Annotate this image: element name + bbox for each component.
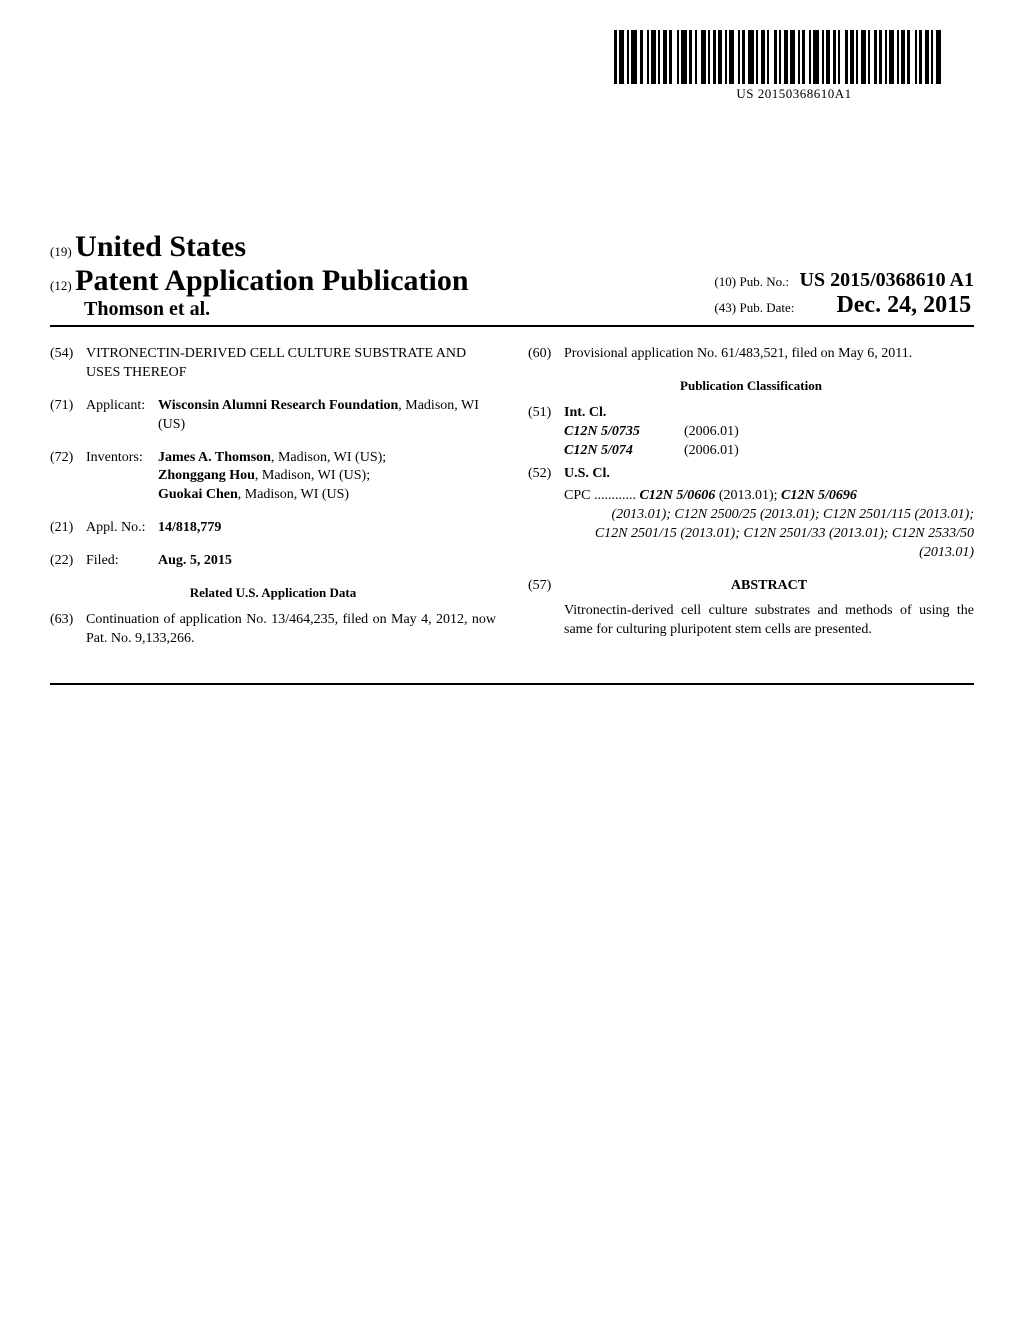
field-71-num: (71) — [50, 397, 86, 435]
field-63-text: Continuation of application No. 13/464,2… — [86, 611, 496, 649]
inventor-3-name: Guokai Chen — [158, 487, 238, 502]
barcode-text: US 20150368610A1 — [614, 86, 974, 102]
field-60-num: (60) — [528, 345, 564, 364]
left-column: (54) VITRONECTIN-DERIVED CELL CULTURE SU… — [50, 345, 496, 663]
pubdate-label: Pub. Date: — [740, 300, 795, 315]
ipc-date-0: (2006.01) — [684, 423, 739, 442]
field-52-num: (52) — [528, 465, 564, 484]
field-57: (57) ABSTRACT — [528, 577, 974, 596]
ipc-code-0: C12N 5/0735 — [564, 423, 684, 442]
cpc-bold-1: C12N 5/0606 — [639, 488, 715, 503]
field-21-label: Appl. No.: — [86, 519, 158, 538]
field-51: (51) Int. Cl. C12N 5/0735 (2006.01) C12N… — [528, 404, 974, 461]
ipc-date-1: (2006.01) — [684, 442, 739, 461]
field-71-body: Wisconsin Alumni Research Foundation, Ma… — [158, 397, 496, 435]
pubdate: Dec. 24, 2015 — [836, 292, 971, 318]
inventor-3-loc: , Madison, WI (US) — [238, 487, 349, 502]
abstract-text: Vitronectin-derived cell culture substra… — [564, 602, 974, 640]
pubno-label: Pub. No.: — [740, 274, 789, 289]
field-63: (63) Continuation of application No. 13/… — [50, 611, 496, 649]
prefix-10: (10) — [714, 274, 736, 289]
header-right: (10) Pub. No.: US 2015/0368610 A1 (43) P… — [714, 269, 974, 321]
prefix-43: (43) — [714, 300, 736, 315]
field-60: (60) Provisional application No. 61/483,… — [528, 345, 974, 364]
cpc-lead: CPC ............ — [564, 488, 636, 503]
cpc-tail: (2013.01); C12N 2500/25 (2013.01); C12N … — [592, 506, 974, 563]
field-22: (22) Filed: Aug. 5, 2015 — [50, 552, 496, 571]
header-block: (19) United States (12) Patent Applicati… — [50, 230, 974, 327]
field-52-label: U.S. Cl. — [564, 465, 974, 484]
columns: (54) VITRONECTIN-DERIVED CELL CULTURE SU… — [50, 345, 974, 685]
cpc-tail-text: (2013.01); C12N 2500/25 (2013.01); C12N … — [595, 507, 974, 560]
field-71-label: Applicant: — [86, 397, 158, 435]
field-72-body: James A. Thomson, Madison, WI (US); Zhon… — [158, 449, 496, 506]
field-21-num: (21) — [50, 519, 86, 538]
filed-date: Aug. 5, 2015 — [158, 552, 496, 571]
barcode-block: US 20150368610A1 — [614, 30, 974, 102]
field-54: (54) VITRONECTIN-DERIVED CELL CULTURE SU… — [50, 345, 496, 383]
abstract-label: ABSTRACT — [564, 577, 974, 596]
cpc-after-1: (2013.01); — [715, 488, 781, 503]
right-column: (60) Provisional application No. 61/483,… — [528, 345, 974, 663]
ipc-code-1: C12N 5/074 — [564, 442, 684, 461]
cpc-bold-2: C12N 5/0696 — [781, 488, 857, 503]
country: United States — [75, 230, 246, 263]
inventor-1-loc: , Madison, WI (US); — [271, 450, 386, 465]
applicant-name: Wisconsin Alumni Research Foundation — [158, 398, 398, 413]
field-72-num: (72) — [50, 449, 86, 506]
appl-no: 14/818,779 — [158, 519, 496, 538]
field-72: (72) Inventors: James A. Thomson, Madiso… — [50, 449, 496, 506]
field-57-num: (57) — [528, 577, 564, 596]
field-72-label: Inventors: — [86, 449, 158, 506]
field-51-label: Int. Cl. — [564, 404, 974, 423]
inventor-2-loc: , Madison, WI (US); — [255, 468, 370, 483]
pubclass-heading: Publication Classification — [528, 378, 974, 394]
doc-type: Patent Application Publication — [75, 264, 468, 297]
top-area: US 20150368610A1 — [50, 30, 974, 160]
field-22-num: (22) — [50, 552, 86, 571]
field-22-label: Filed: — [86, 552, 158, 571]
field-63-num: (63) — [50, 611, 86, 649]
inventor-2-name: Zhonggang Hou — [158, 468, 255, 483]
ipc-row-0: C12N 5/0735 (2006.01) — [564, 423, 974, 442]
inventor-1-name: James A. Thomson — [158, 450, 271, 465]
field-54-title: VITRONECTIN-DERIVED CELL CULTURE SUBSTRA… — [86, 345, 496, 383]
field-71: (71) Applicant: Wisconsin Alumni Researc… — [50, 397, 496, 435]
pubno: US 2015/0368610 A1 — [800, 269, 974, 291]
barcode-bars — [614, 30, 974, 84]
field-52: (52) U.S. Cl. — [528, 465, 974, 484]
related-heading: Related U.S. Application Data — [50, 585, 496, 601]
prefix-12: (12) — [50, 278, 72, 293]
ipc-row-1: C12N 5/074 (2006.01) — [564, 442, 974, 461]
field-60-text: Provisional application No. 61/483,521, … — [564, 345, 974, 364]
prefix-19: (19) — [50, 244, 72, 259]
field-54-num: (54) — [50, 345, 86, 383]
field-51-num: (51) — [528, 404, 564, 461]
field-21: (21) Appl. No.: 14/818,779 — [50, 519, 496, 538]
cpc-line-1: CPC ............ C12N 5/0606 (2013.01); … — [564, 487, 974, 506]
header-authors: Thomson et al. — [84, 298, 469, 321]
header-left: (19) United States (12) Patent Applicati… — [50, 230, 469, 321]
